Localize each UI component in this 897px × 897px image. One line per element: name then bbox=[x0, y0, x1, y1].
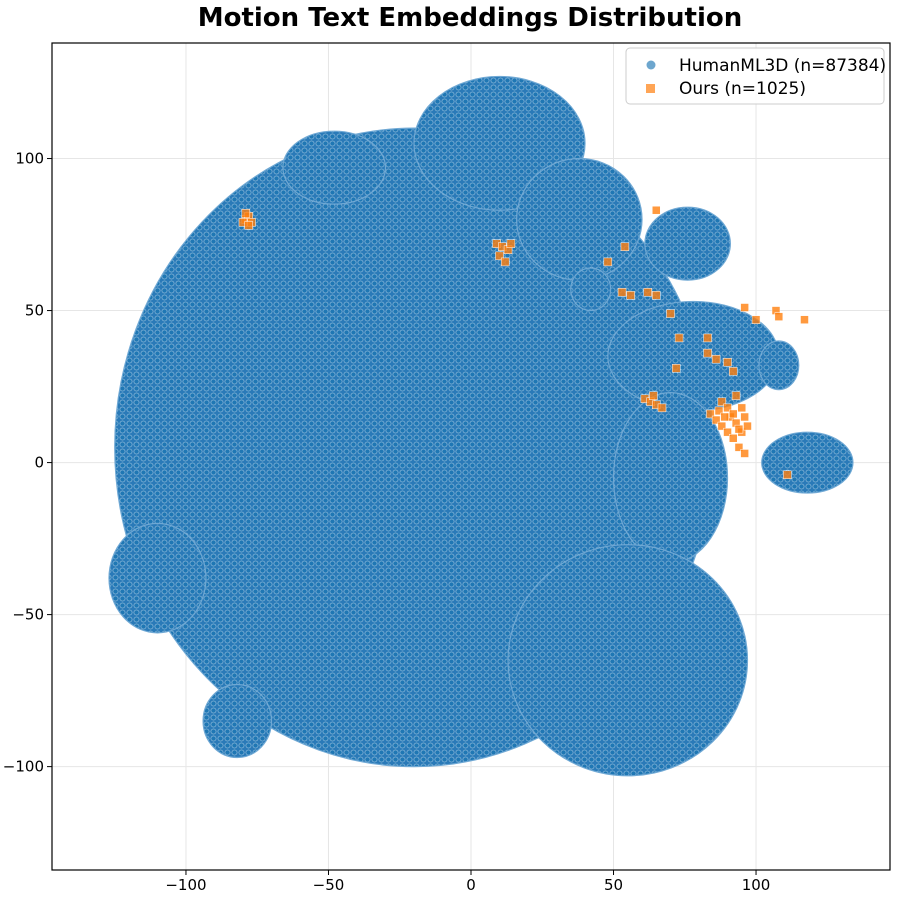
ours-point bbox=[723, 427, 732, 437]
y-tick-label: 0 bbox=[34, 454, 44, 472]
ours-point bbox=[617, 288, 627, 297]
ours-point bbox=[717, 421, 727, 431]
ours-point bbox=[244, 221, 253, 230]
ours-point bbox=[643, 288, 652, 297]
ours-point bbox=[671, 364, 681, 373]
ours-point bbox=[714, 406, 724, 416]
cloud-region-upper-left-cluster bbox=[282, 130, 387, 205]
legend-marker-ours bbox=[646, 84, 655, 93]
legend-label-humanml3d: HumanML3D (n=87384) bbox=[679, 56, 886, 76]
ours-point bbox=[626, 291, 635, 300]
ours-point bbox=[774, 312, 784, 321]
legend-marker-humanml3d bbox=[646, 60, 656, 70]
legend: HumanML3D (n=87384) Ours (n=1025) bbox=[625, 47, 886, 105]
cloud-region-top-right-cluster bbox=[516, 157, 643, 281]
ours-point bbox=[751, 315, 761, 324]
x-tick-label: 0 bbox=[466, 876, 476, 894]
ours-point bbox=[603, 257, 613, 267]
ours-point bbox=[720, 412, 729, 422]
ours-point bbox=[657, 403, 667, 413]
ours-point bbox=[743, 421, 752, 431]
y-tick-label: −100 bbox=[3, 758, 44, 776]
cloud-region-right-upper-cluster bbox=[644, 206, 731, 281]
cloud-region-far-right-cluster bbox=[761, 431, 854, 494]
ours-point bbox=[728, 367, 738, 376]
x-tick-label: 50 bbox=[604, 876, 623, 894]
ours-point bbox=[723, 357, 732, 367]
y-tick-label: 50 bbox=[25, 302, 44, 320]
ours-point bbox=[674, 333, 684, 343]
cloud-region-left-cluster bbox=[108, 522, 207, 634]
ours-point bbox=[652, 291, 661, 300]
embedding-points-ours bbox=[238, 205, 809, 479]
legend-frame bbox=[625, 47, 885, 105]
ours-point bbox=[506, 239, 516, 248]
x-axis-ticks: −100 −50 0 50 100 bbox=[165, 870, 770, 894]
ours-point bbox=[711, 415, 721, 425]
ours-point bbox=[740, 303, 749, 312]
ours-point bbox=[241, 209, 251, 218]
x-tick-label: −50 bbox=[313, 876, 345, 894]
ours-point bbox=[649, 391, 658, 400]
ours-point bbox=[703, 333, 712, 343]
ours-point bbox=[737, 403, 747, 413]
cloud-region-lower-left-cluster bbox=[202, 683, 273, 759]
ours-point bbox=[711, 354, 721, 364]
ours-point bbox=[731, 391, 741, 400]
ours-point bbox=[500, 257, 510, 267]
y-tick-label: −50 bbox=[12, 606, 44, 624]
ours-point bbox=[728, 409, 738, 419]
cloud-region-small-round-cluster bbox=[570, 267, 612, 312]
ours-point bbox=[706, 409, 715, 419]
x-tick-label: 100 bbox=[742, 876, 771, 894]
cloud-region-far-right-small bbox=[758, 340, 800, 391]
embedding-cloud-humanml3d bbox=[108, 75, 854, 777]
legend-label-ours: Ours (n=1025) bbox=[679, 79, 806, 99]
chart-title: Motion Text Embeddings Distribution bbox=[198, 3, 743, 33]
ours-point bbox=[734, 424, 744, 434]
ours-point bbox=[652, 205, 661, 215]
ours-point bbox=[666, 309, 675, 318]
y-tick-label: 100 bbox=[15, 150, 44, 168]
ours-point bbox=[783, 470, 792, 479]
ours-point bbox=[723, 403, 732, 413]
cloud-region-lower-right-cluster bbox=[507, 544, 749, 777]
ours-point bbox=[728, 434, 738, 443]
ours-point bbox=[703, 348, 712, 358]
ours-point bbox=[734, 443, 744, 452]
ours-point bbox=[495, 251, 504, 261]
y-axis-ticks: −100 −50 0 50 100 bbox=[3, 150, 52, 776]
x-tick-label: −100 bbox=[165, 876, 206, 894]
cloud-region-right-cluster bbox=[612, 392, 729, 564]
ours-point bbox=[800, 315, 809, 324]
ours-point bbox=[740, 412, 749, 422]
ours-point bbox=[740, 449, 749, 458]
ours-point bbox=[620, 242, 630, 251]
ours-point bbox=[717, 397, 727, 407]
